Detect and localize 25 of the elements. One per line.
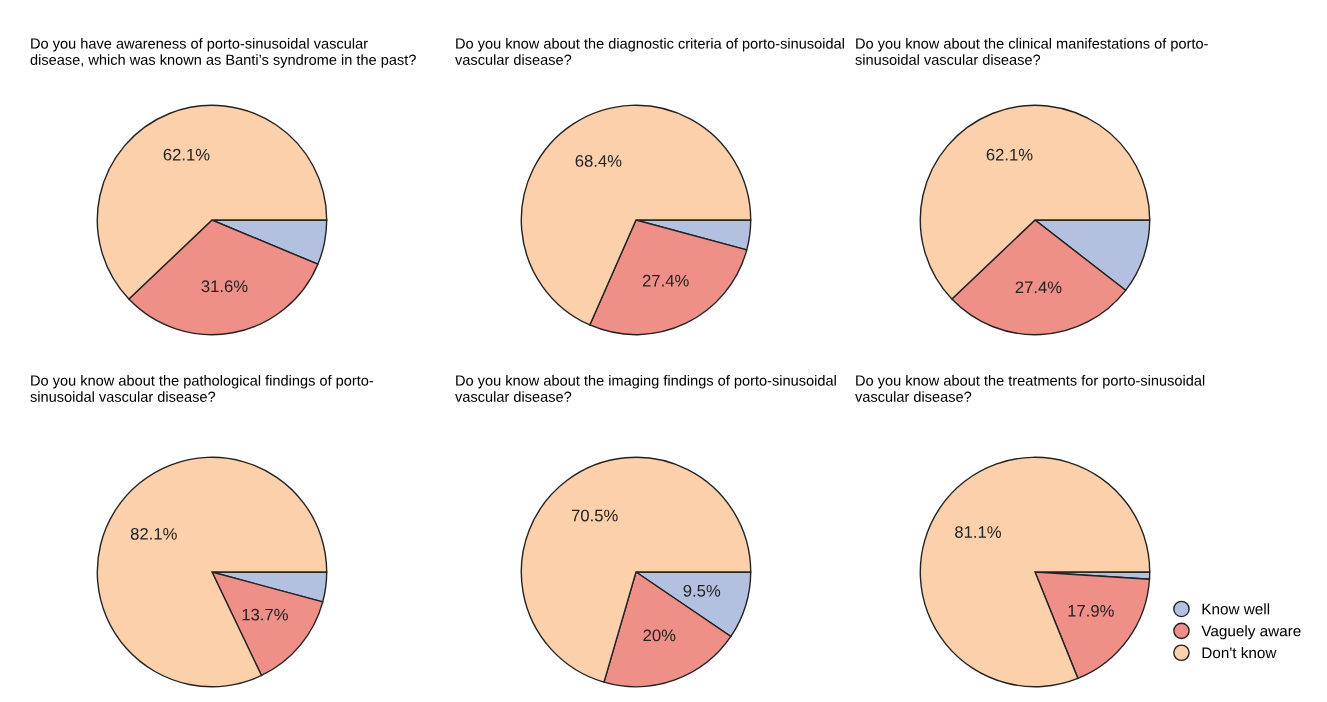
data-label: 81.1% xyxy=(955,526,1001,538)
chart-title: Do you know about the clinical manifestations of porto-sinusoidal vascular disease? xyxy=(855,38,1208,65)
pie-slice xyxy=(211,571,324,677)
data-label: 70.5% xyxy=(571,509,618,522)
chart-title: Do you know about the treatments for porto-sinusoidal vascular disease? xyxy=(855,375,1205,402)
pie-slice xyxy=(96,456,328,688)
data-label: 13.7% xyxy=(242,608,288,621)
legend-label: Don't know xyxy=(1202,647,1277,659)
legend-label: Know well xyxy=(1202,603,1270,615)
chart-title: Do you know about the imaging findings of porto-sinusoidal vascular disease? xyxy=(455,375,836,402)
data-label: 62.1% xyxy=(986,148,1033,161)
legend-label: Vaguely aware xyxy=(1201,625,1301,640)
data-label: 62.1% xyxy=(163,148,210,161)
data-label: 82.1% xyxy=(130,527,177,540)
chart-title: Do you know about the pathological findings of porto-sinusoidal vascular disease? xyxy=(30,375,374,402)
data-label: 31.6% xyxy=(201,280,248,293)
data-label: 68.4% xyxy=(575,155,622,167)
data-label: 27.4% xyxy=(1015,281,1062,294)
data-label: 20% xyxy=(643,629,676,642)
chart-title: Do you know about the diagnostic criteria of porto-sinusoidal vascular disease? xyxy=(455,38,844,65)
data-label: 9.5% xyxy=(683,584,721,597)
data-label: 27.4% xyxy=(642,274,689,287)
chart-title: Do you have awareness of porto-sinusoidal vascular disease, which was known as Banti’s syndrome in the past? xyxy=(30,38,416,68)
data-label: 17.9% xyxy=(1068,604,1114,617)
pie-slice xyxy=(919,456,1151,688)
